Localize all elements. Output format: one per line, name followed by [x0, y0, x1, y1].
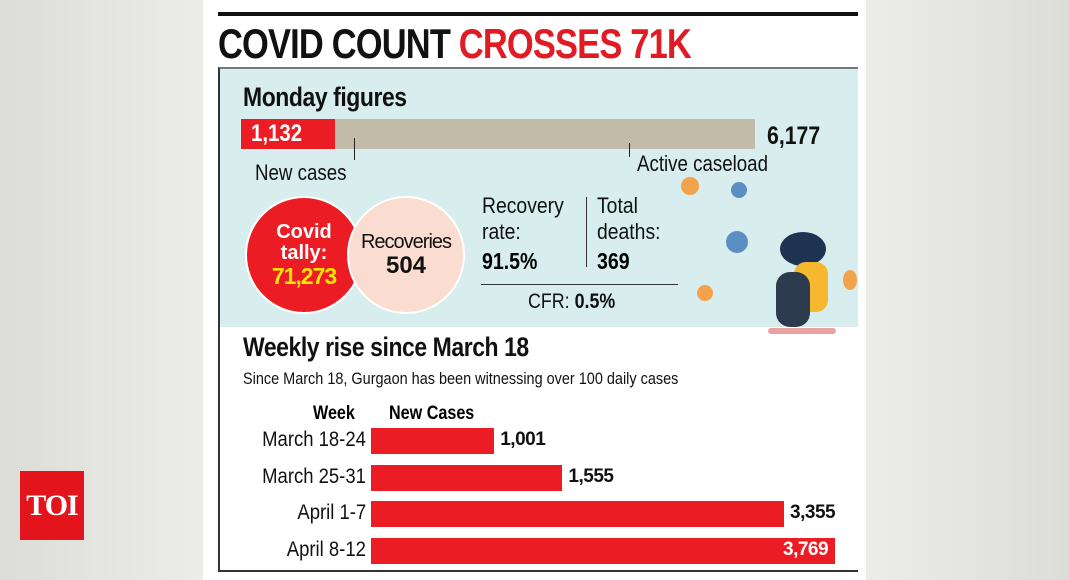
cfr-value: 0.5% — [574, 290, 616, 313]
bar — [371, 464, 563, 491]
category-label: April 1-7 — [297, 501, 366, 525]
recoveries-circle: Recoveries 504 — [347, 196, 465, 314]
cfr-label: CFR: — [528, 290, 570, 313]
covid-tally-circle: Covid tally: 71,273 — [245, 196, 363, 314]
cfr-divider — [481, 284, 678, 285]
new-cases-pointer — [354, 138, 355, 160]
cfr: CFR: 0.5% — [528, 290, 615, 314]
new-cases-label: New cases — [255, 160, 347, 185]
category-label: April 8-12 — [286, 538, 366, 562]
active-caseload-label: Active caseload — [637, 151, 768, 176]
week-header: Week — [313, 403, 355, 424]
headline: COVID COUNT CROSSES 71K — [218, 20, 692, 68]
virus-icon — [726, 231, 748, 253]
virus-icon — [843, 270, 857, 290]
active-pointer — [629, 143, 630, 157]
tally-value: 71,273 — [271, 262, 337, 289]
left-border — [218, 327, 220, 572]
recoveries-label: Recoveries — [360, 230, 452, 253]
new-cases-value: 1,132 — [251, 120, 303, 147]
virus-icon — [681, 177, 699, 195]
bottom-rule — [218, 570, 858, 572]
deaths-value: 369 — [597, 248, 630, 274]
monday-heading: Monday figures — [243, 82, 407, 112]
new-cases-bar — [241, 119, 336, 149]
recovery-rate-value: 91.5% — [482, 248, 538, 274]
bar — [371, 428, 495, 454]
active-caseload-value: 6,177 — [767, 122, 821, 150]
headline-red: CROSSES 71K — [458, 20, 692, 67]
value-label: 1,555 — [568, 465, 614, 487]
virus-icon — [697, 285, 713, 301]
divider — [586, 197, 587, 267]
bar — [371, 501, 785, 528]
category-label: March 25-31 — [262, 464, 366, 488]
virus-icon — [731, 182, 747, 198]
sitting-woman-illustration — [768, 232, 838, 334]
infographic: COVID COUNT CROSSES 71K Monday figures 1… — [203, 0, 866, 580]
top-rule — [218, 12, 858, 16]
chart-title: Weekly rise since March 18 — [243, 332, 529, 362]
chart-subtitle: Since March 18, Gurgaon has been witness… — [243, 369, 679, 388]
value-label: 3,769 — [783, 539, 829, 561]
deaths-label: Total deaths: — [597, 193, 661, 244]
recovery-rate-label: Recovery rate: — [482, 193, 564, 244]
value-label: 3,355 — [790, 502, 836, 524]
recoveries-value: 504 — [385, 251, 427, 279]
toi-logo: TOI — [20, 471, 84, 540]
tally-label: Covid tally: — [276, 220, 332, 264]
bar — [371, 538, 835, 565]
headline-black: COVID COUNT — [218, 20, 451, 67]
value-label: 1,001 — [500, 429, 546, 450]
new-cases-header: New Cases — [389, 403, 475, 424]
category-label: March 18-24 — [262, 428, 366, 451]
